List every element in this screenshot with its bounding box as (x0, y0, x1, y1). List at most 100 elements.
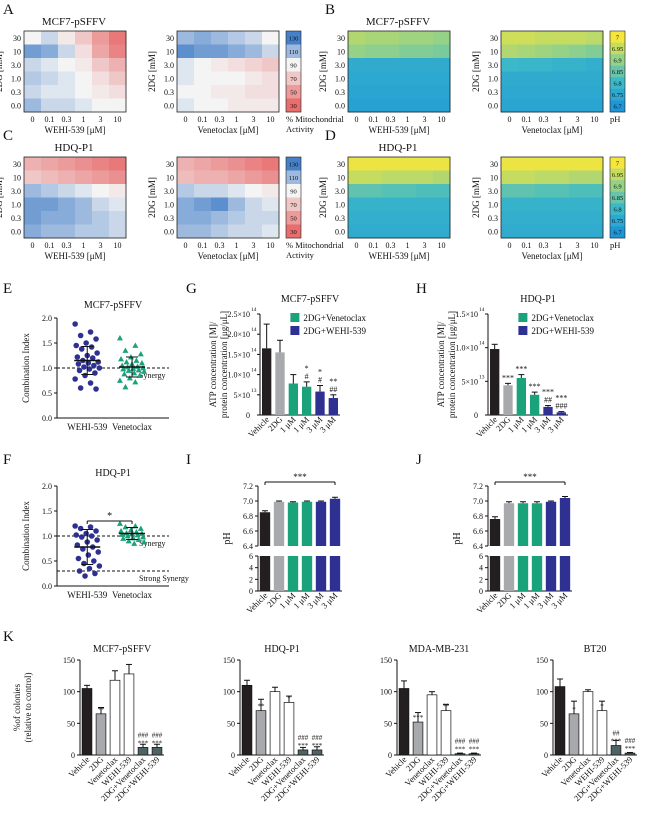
panel-a-ytick: 3.0 (11, 61, 21, 70)
panel-d-cell (552, 184, 570, 198)
panel-d-colorbar-segment (610, 203, 625, 216)
panel-b-xtick: 1 (559, 115, 563, 124)
panel-d-xtick: 0 (508, 241, 512, 250)
panel-f-ytick: 0.5 (42, 557, 52, 566)
panel-label-c: C (3, 128, 13, 144)
panel-c-cell (75, 197, 93, 212)
panel-b-ytick: 10 (337, 47, 345, 56)
panel-h-legend-label: 2DG+WEHI-539 (531, 326, 594, 336)
panel-b-xtick: 3 (423, 115, 427, 124)
panel-b-cell (518, 85, 536, 99)
panel-a-cell (228, 85, 246, 99)
panel-a-colorbar-frame (285, 30, 302, 113)
panel-e-point (76, 367, 83, 374)
panel-f-point (81, 560, 87, 567)
panel-b-cell (433, 44, 451, 59)
panel-e-point (93, 336, 99, 342)
panel-label-i: I (186, 452, 191, 468)
panel-f-point (83, 530, 89, 537)
panel-j-ytick: 0 (479, 587, 483, 596)
panel-h-ytick-exponent: 14 (479, 307, 485, 313)
panel-c-cell (177, 197, 195, 212)
panel-b-cell (399, 58, 417, 72)
panel-a-xlabel: WEHI-539 [μM] (44, 125, 105, 135)
panel-e-point (118, 356, 125, 362)
panel-k-ylabel: %of colonies (12, 683, 22, 731)
panel-c-colorbar-label: Activity (286, 250, 315, 260)
panel-a-cell (58, 31, 76, 45)
panel-c-colorbar-segment (286, 170, 301, 185)
panel-f-point (78, 534, 85, 540)
panel-f-point (73, 532, 80, 538)
panel-h-ytick: 1.0×10 (455, 344, 478, 353)
panel-d-cell (552, 224, 570, 239)
panel-d-cell (399, 157, 417, 171)
panel-b-xtick: 1 (406, 115, 410, 124)
panel-g-annotation: # (318, 376, 322, 385)
panel-j-bar-lower (517, 556, 529, 591)
panel-i-ytick: 7.2 (243, 482, 253, 491)
panel-c-xtick: 0 (184, 241, 188, 250)
panel-d-ytick: 1.0 (335, 200, 345, 209)
panel-e-point (75, 361, 82, 367)
panel-i-bar-lower (287, 556, 299, 591)
panel-a-colorbar-segment (286, 98, 301, 113)
panel-c-cell (245, 197, 263, 212)
panel-a-cell (211, 31, 229, 45)
panel-e-point (141, 368, 148, 374)
panel-b-cell (399, 71, 417, 86)
panel-k-ytick: 0 (388, 751, 392, 760)
panel-h-bar (503, 385, 513, 415)
panel-b-cell (365, 58, 383, 72)
panel-a-cell (58, 98, 76, 113)
panel-k-title: MDA-MB-231 (409, 644, 470, 655)
panel-d-ytick: 0.3 (335, 214, 345, 223)
panel-b-xtick: 0 (508, 115, 512, 124)
panel-c-cell (262, 211, 280, 225)
panel-d-colorbar-tick: 6.95 (612, 172, 623, 179)
panel-b-cell (433, 58, 451, 72)
panel-a-xtick: 0.3 (215, 115, 225, 124)
panel-c-colorbar-segment (286, 184, 301, 198)
panel-a-cell (194, 71, 212, 86)
panel-j-bar (559, 498, 571, 546)
panel-d-cell (348, 157, 366, 171)
panel-d-xtick: 0.1 (369, 241, 379, 250)
panel-d-cell (382, 197, 400, 212)
panel-c-cell (41, 184, 59, 198)
panel-a-cell (211, 85, 229, 99)
panel-d-cell (569, 170, 587, 185)
panel-a-cell (194, 44, 212, 59)
panel-h-bar (556, 412, 566, 415)
panel-e-point (137, 351, 144, 357)
panel-b-cell (365, 71, 383, 86)
panel-h-annotation: *** (555, 394, 567, 403)
panel-c-cell (109, 184, 127, 198)
panel-a-cell (41, 71, 59, 86)
panel-k-annotation: *** (611, 738, 622, 746)
panel-d-xtick: 10 (438, 241, 446, 250)
panel-i-bar (259, 512, 271, 546)
panel-b-colorbar-tick: 6.75 (612, 92, 623, 99)
panel-e-point (81, 364, 87, 370)
panel-d-ytick: 0.0 (488, 227, 498, 236)
panel-d-colorbar-tick: 6.8 (613, 207, 621, 214)
panel-f-point (125, 538, 132, 544)
panel-d-cell (586, 211, 604, 225)
panel-b-cell (552, 98, 570, 113)
panel-k-ytick: 50 (540, 719, 548, 728)
panel-b-cell (416, 71, 434, 86)
panel-a-ytick: 10 (166, 47, 174, 56)
panel-c-plot-frame (23, 156, 127, 239)
panel-c-cell (75, 184, 93, 198)
panel-c-cell (177, 211, 195, 225)
panel-b-colorbar-segment (610, 77, 625, 90)
panel-d-xtick: 0.1 (522, 241, 532, 250)
panel-b-cell (535, 71, 553, 86)
panel-c-xlabel: WEHI-539 [μM] (44, 251, 105, 261)
panel-a-cell (194, 58, 212, 72)
panel-k-ytick: 100 (536, 688, 548, 697)
panel-j-bar (531, 503, 543, 546)
panel-d-ytick: 10 (337, 173, 345, 182)
panel-d-cell (365, 157, 383, 171)
